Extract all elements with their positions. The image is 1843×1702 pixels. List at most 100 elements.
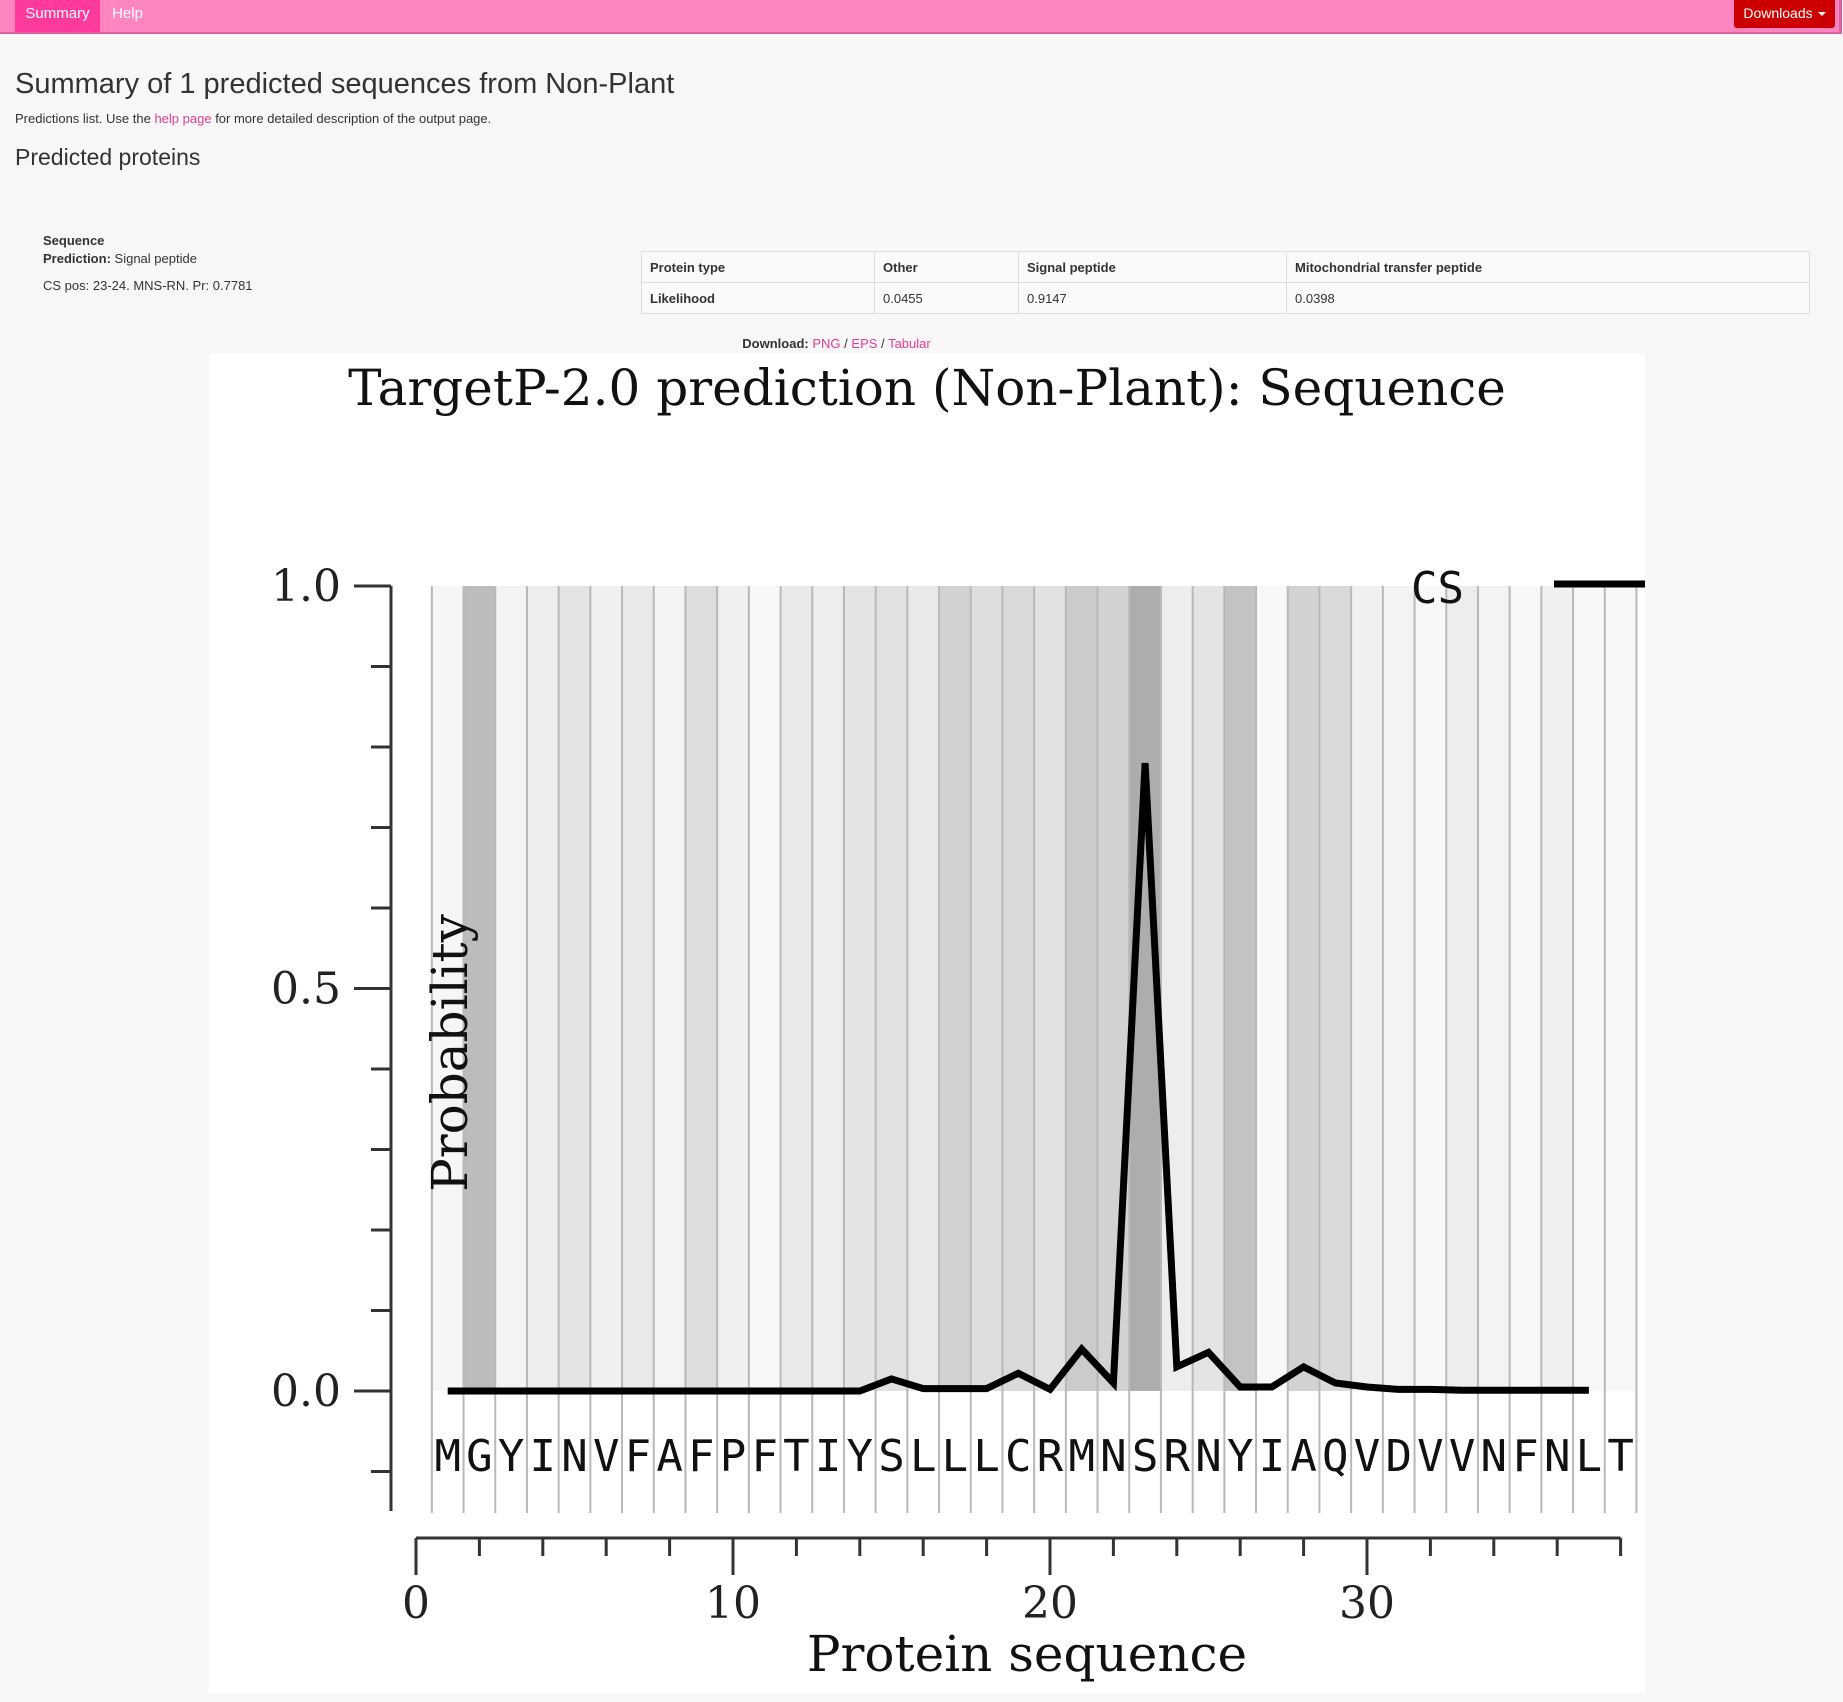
sequence-letter: N <box>1100 1431 1127 1482</box>
shading-band <box>1160 586 1193 1391</box>
cs-series-line <box>447 762 1589 1395</box>
sequence-letter: F <box>751 1431 778 1482</box>
shading-band <box>1097 586 1130 1391</box>
sequence-letter: L <box>973 1431 1000 1482</box>
sequence-letter: Y <box>1227 1431 1254 1482</box>
shading-bands <box>431 586 1637 1391</box>
sequence-name: Sequence <box>43 233 105 248</box>
sequence-letter: S <box>1132 1431 1159 1482</box>
sequence-letter: N <box>1481 1431 1508 1482</box>
table-cell: 0.0455 <box>874 282 1019 314</box>
sequence-letter: D <box>1385 1431 1412 1482</box>
shading-band <box>812 586 844 1391</box>
cs-position: CS pos: 23-24. MNS-RN. Pr: 0.7781 <box>43 278 253 293</box>
shading-band <box>1604 586 1637 1391</box>
shading-band <box>1256 586 1288 1391</box>
shading-band <box>1002 586 1035 1391</box>
shading-band <box>1573 586 1605 1391</box>
y-tick-label: 1.0 <box>271 561 341 612</box>
chart-svg: TargetP-2.0 prediction (Non-Plant): Sequ… <box>271 359 1645 1683</box>
help-page-link[interactable]: help page <box>154 111 212 126</box>
sequence-letter: N <box>1544 1431 1571 1482</box>
sequence-letter: F <box>688 1431 715 1482</box>
shading-band <box>1065 586 1098 1391</box>
separator: / <box>881 336 885 351</box>
y-axis-label: Probability <box>421 913 479 1192</box>
download-links: Download: PNG / EPS / Tabular <box>0 336 1758 351</box>
sequence-letter: V <box>1449 1431 1476 1482</box>
sequence-letter: R <box>1164 1431 1191 1482</box>
sequence-letter: I <box>815 1431 842 1482</box>
grid-lines <box>430 586 1638 1513</box>
sequence-letter: V <box>1417 1431 1444 1482</box>
sequence-letter: S <box>878 1431 905 1482</box>
prediction-label: Prediction: <box>43 251 111 266</box>
download-tabular-link[interactable]: Tabular <box>888 336 931 351</box>
sequence-letter: I <box>530 1431 557 1482</box>
x-tick-label: 0 <box>402 1578 430 1629</box>
table-row: Likelihood 0.0455 0.9147 0.0398 <box>641 282 1810 314</box>
sequence-letter: V <box>593 1431 620 1482</box>
sequence-letter: M <box>434 1431 461 1482</box>
sequence-letter: G <box>466 1431 493 1482</box>
nav-summary[interactable]: Summary <box>15 0 100 32</box>
sequence-letter: T <box>783 1431 810 1482</box>
sequence-letter: A <box>656 1431 683 1482</box>
shading-band <box>558 586 591 1391</box>
shading-band <box>717 586 749 1391</box>
downloads-label: Downloads <box>1743 5 1813 21</box>
table-cell: Other <box>874 251 1019 283</box>
shading-band <box>939 586 971 1391</box>
sequence-letter: N <box>561 1431 588 1482</box>
intro-prefix: Predictions list. Use the <box>15 111 155 126</box>
sequence-letter: C <box>1005 1431 1032 1482</box>
download-label: Download: <box>742 336 809 351</box>
shading-band <box>463 586 496 1391</box>
shading-band <box>748 586 781 1391</box>
table-cell: Signal peptide <box>1018 251 1287 283</box>
shading-band <box>590 586 623 1391</box>
y-tick-label: 0.5 <box>271 964 341 1015</box>
sequence-letter: M <box>1068 1431 1095 1482</box>
shading-band <box>1477 586 1510 1391</box>
x-tick-label: 20 <box>1022 1578 1078 1629</box>
y-tick-label: 0.0 <box>271 1366 341 1417</box>
sequence-letter: P <box>720 1431 747 1482</box>
x-tick-label: 10 <box>705 1578 761 1629</box>
sequence-letter: F <box>1512 1431 1539 1482</box>
sequence-letter: L <box>1576 1431 1603 1482</box>
download-png-link[interactable]: PNG <box>812 336 841 351</box>
shading-band <box>780 586 813 1391</box>
prediction-line: Prediction: Signal peptide <box>43 250 253 268</box>
shading-band <box>1541 586 1574 1391</box>
x-axis: 0 10 20 30 <box>402 1536 1623 1629</box>
x-axis-label: Protein sequence <box>807 1625 1247 1683</box>
shading-band <box>431 586 464 1391</box>
legend-label: CS <box>1411 563 1464 614</box>
sequence-letter: V <box>1354 1431 1381 1482</box>
intro-suffix: for more detailed description of the out… <box>211 111 492 126</box>
shading-band <box>622 586 654 1391</box>
chart-legend: CS <box>1411 563 1645 614</box>
sequence-letter: R <box>1037 1431 1064 1482</box>
shading-band <box>1509 586 1542 1391</box>
table-row: Protein type Other Signal peptide Mitoch… <box>641 251 1810 283</box>
navbar: Summary Help Downloads <box>0 0 1842 34</box>
prediction-plot: TargetP-2.0 prediction (Non-Plant): Sequ… <box>209 353 1645 1693</box>
table-cell: 0.0398 <box>1286 282 1810 314</box>
sequence-letter: I <box>1259 1431 1286 1482</box>
shading-band <box>1224 586 1257 1391</box>
shading-band <box>1192 586 1225 1391</box>
nav-help[interactable]: Help <box>112 5 143 22</box>
shading-band <box>1034 586 1066 1391</box>
likelihood-table: Protein type Other Signal peptide Mitoch… <box>641 251 1810 314</box>
download-eps-link[interactable]: EPS <box>851 336 878 351</box>
sequence-letter: Y <box>847 1431 874 1482</box>
shading-band <box>907 586 940 1391</box>
chart-title: TargetP-2.0 prediction (Non-Plant): Sequ… <box>348 359 1506 417</box>
shading-band <box>495 586 527 1391</box>
downloads-dropdown[interactable]: Downloads <box>1734 0 1835 28</box>
shading-band <box>1287 586 1320 1391</box>
shading-band <box>843 586 876 1391</box>
